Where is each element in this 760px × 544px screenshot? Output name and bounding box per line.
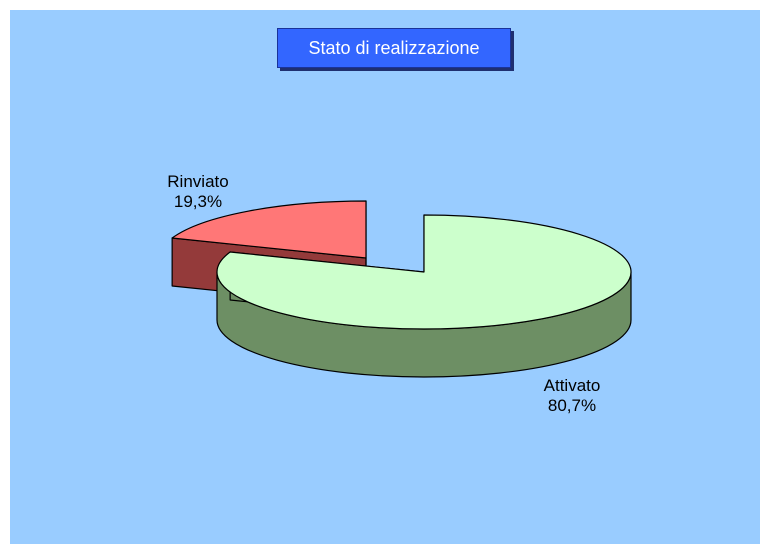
slice-name-rinviato: Rinviato — [167, 172, 229, 191]
pie-slice-attivato — [216, 214, 632, 330]
slice-label-attivato: Attivato 80,7% — [532, 376, 612, 416]
slice-label-rinviato: Rinviato 19,3% — [158, 172, 238, 212]
slice-name-attivato: Attivato — [543, 376, 601, 395]
slice-value-rinviato: 19,3% — [173, 192, 223, 211]
slice-value-attivato: 80,7% — [547, 396, 597, 415]
chart-title: Stato di realizzazione — [308, 38, 480, 58]
pie-slice-rinviato — [171, 200, 367, 259]
chart-title-box: Stato di realizzazione — [277, 28, 511, 68]
